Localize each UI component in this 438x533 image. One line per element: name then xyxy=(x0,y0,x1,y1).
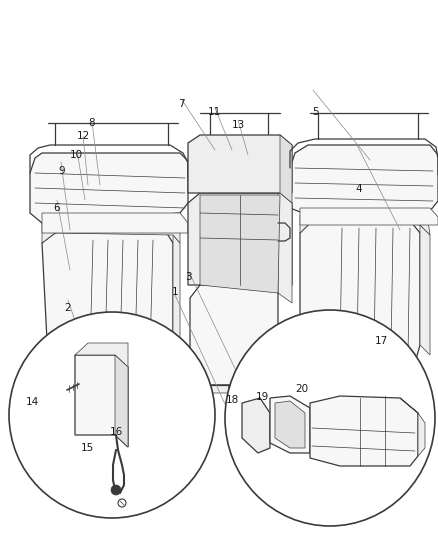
Polygon shape xyxy=(72,371,148,403)
Polygon shape xyxy=(328,368,413,405)
Text: 13: 13 xyxy=(232,120,245,130)
Polygon shape xyxy=(400,398,425,456)
Text: 18: 18 xyxy=(226,395,239,405)
Polygon shape xyxy=(300,208,438,225)
Text: 14: 14 xyxy=(26,398,39,407)
Text: 8: 8 xyxy=(88,118,95,127)
Text: 11: 11 xyxy=(208,107,221,117)
Text: 3: 3 xyxy=(185,272,192,282)
Polygon shape xyxy=(200,195,280,293)
Polygon shape xyxy=(310,396,418,466)
Text: 9: 9 xyxy=(58,166,65,175)
Text: 5: 5 xyxy=(312,107,319,117)
Text: 1: 1 xyxy=(172,287,179,297)
Polygon shape xyxy=(275,401,305,448)
Ellipse shape xyxy=(225,310,435,526)
Circle shape xyxy=(111,485,121,495)
Polygon shape xyxy=(270,396,310,453)
Polygon shape xyxy=(75,343,128,367)
Polygon shape xyxy=(30,153,188,223)
Polygon shape xyxy=(173,235,180,353)
Text: 15: 15 xyxy=(81,443,94,453)
Polygon shape xyxy=(188,193,292,293)
Polygon shape xyxy=(195,385,278,393)
Polygon shape xyxy=(420,225,430,355)
Polygon shape xyxy=(278,193,292,303)
Polygon shape xyxy=(188,135,292,193)
Polygon shape xyxy=(42,213,180,243)
Text: 7: 7 xyxy=(178,99,185,109)
Polygon shape xyxy=(75,355,128,447)
Polygon shape xyxy=(290,145,438,215)
Text: 2: 2 xyxy=(64,303,71,313)
Circle shape xyxy=(118,499,126,507)
Polygon shape xyxy=(242,398,270,453)
Polygon shape xyxy=(280,135,292,203)
Polygon shape xyxy=(413,373,420,405)
Text: 12: 12 xyxy=(77,131,90,141)
Text: 10: 10 xyxy=(70,150,83,159)
Text: 19: 19 xyxy=(256,392,269,402)
Polygon shape xyxy=(42,213,188,233)
Text: 17: 17 xyxy=(374,336,388,346)
Circle shape xyxy=(9,312,215,518)
Text: 4: 4 xyxy=(356,184,363,194)
Text: 6: 6 xyxy=(53,203,60,213)
Text: 16: 16 xyxy=(110,427,123,437)
Text: 20: 20 xyxy=(296,384,309,394)
Polygon shape xyxy=(300,218,420,373)
Polygon shape xyxy=(115,355,128,447)
Polygon shape xyxy=(42,225,173,378)
Polygon shape xyxy=(190,285,278,385)
Polygon shape xyxy=(300,208,430,235)
Polygon shape xyxy=(148,375,155,403)
